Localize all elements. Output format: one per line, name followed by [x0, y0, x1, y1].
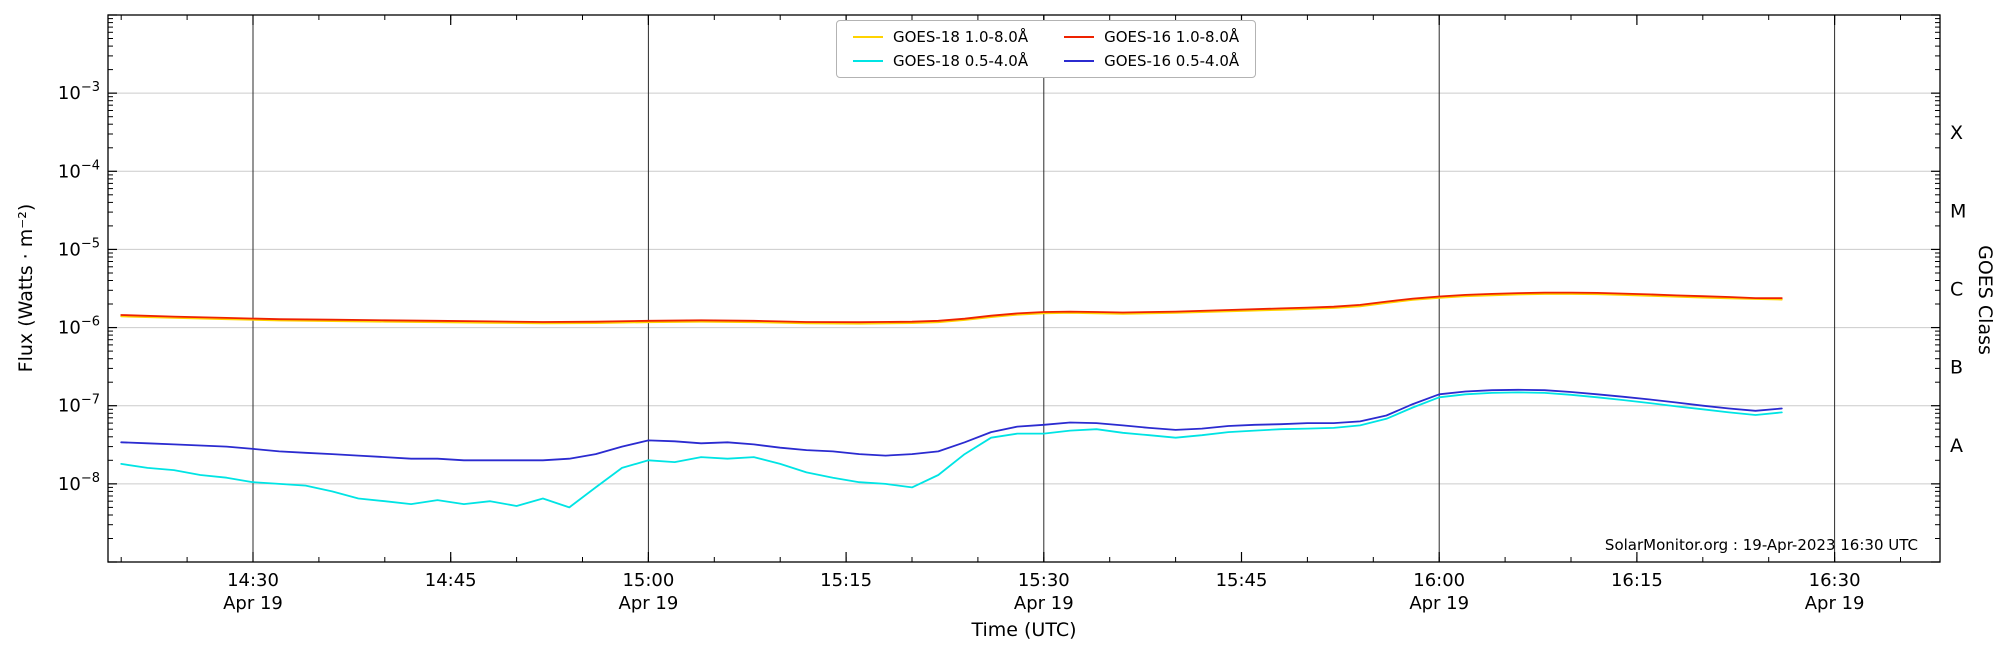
x-tick-label: 16:30: [1809, 570, 1861, 591]
legend-line-goes18-long-icon: [853, 36, 883, 38]
legend-label-goes16-short: GOES-16 0.5-4.0Å: [1104, 52, 1240, 70]
x-axis-title: Time (UTC): [971, 619, 1077, 641]
x-tick-label: 14:45: [425, 570, 477, 591]
x-date-label: Apr 19: [1014, 593, 1074, 614]
x-tick-label: 16:00: [1413, 570, 1465, 591]
series-goes-18-1-0-8-0-: [120, 293, 1783, 325]
y-tick-label: 10−6: [58, 315, 100, 339]
x-date-label: Apr 19: [223, 593, 283, 614]
goes-class-label: M: [1950, 200, 1966, 222]
x-tick-label: 14:30: [227, 570, 279, 591]
legend-item-goes18-long: GOES-18 1.0-8.0Å: [853, 28, 1028, 46]
goes-class-label: B: [1950, 357, 1963, 379]
legend: GOES-18 1.0-8.0Å GOES-18 0.5-4.0Å GOES-1…: [836, 20, 1257, 78]
goes-class-label: X: [1950, 122, 1963, 144]
legend-label-goes16-long: GOES-16 1.0-8.0Å: [1104, 28, 1240, 46]
legend-item-goes18-short: GOES-18 0.5-4.0Å: [853, 52, 1028, 70]
y-tick-label: 10−8: [58, 471, 100, 495]
legend-item-goes16-long: GOES-16 1.0-8.0Å: [1064, 28, 1239, 46]
x-tick-label: 15:30: [1018, 570, 1070, 591]
legend-label-goes18-short: GOES-18 0.5-4.0Å: [893, 52, 1029, 70]
series-goes-18-0-5-4-0-: [120, 391, 1783, 509]
goes-class-label: A: [1950, 435, 1963, 457]
right-axis-title: GOES Class: [1974, 245, 1996, 355]
x-tick-label: 16:15: [1611, 570, 1663, 591]
x-date-label: Apr 19: [1409, 593, 1469, 614]
series-goes-16-0-5-4-0-: [120, 388, 1783, 462]
legend-line-goes16-long-icon: [1064, 36, 1095, 38]
x-tick-label: 15:00: [622, 570, 674, 591]
legend-label-goes18-long: GOES-18 1.0-8.0Å: [893, 28, 1029, 46]
y-tick-label: 10−5: [58, 236, 100, 260]
legend-item-goes16-short: GOES-16 0.5-4.0Å: [1064, 52, 1239, 70]
plot-frame: [107, 14, 1941, 563]
watermark: SolarMonitor.org : 19-Apr-2023 16:30 UTC: [1604, 536, 1918, 554]
series-goes-16-1-0-8-0-: [120, 291, 1783, 324]
y-tick-label: 10−3: [58, 80, 100, 104]
legend-line-goes18-short-icon: [853, 60, 883, 62]
x-date-label: Apr 19: [1805, 593, 1865, 614]
y-tick-label: 10−7: [58, 393, 100, 417]
x-tick-label: 15:15: [820, 570, 872, 591]
legend-line-goes16-short-icon: [1064, 60, 1095, 62]
x-tick-label: 15:45: [1216, 570, 1268, 591]
y-axis-title: Flux (Watts · m⁻²): [15, 203, 37, 373]
x-date-label: Apr 19: [619, 593, 679, 614]
goes-class-label: C: [1950, 279, 1963, 301]
y-tick-label: 10−4: [58, 158, 100, 182]
